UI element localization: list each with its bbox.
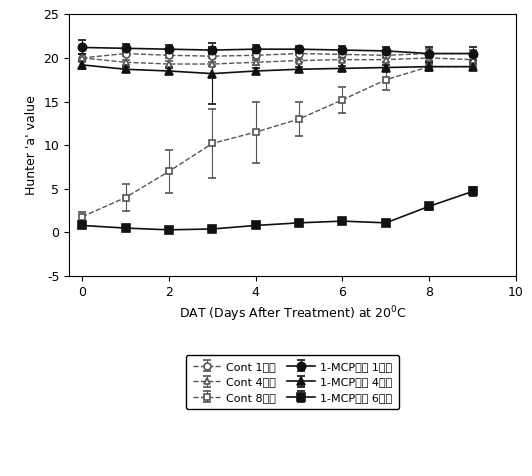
X-axis label: DAT (Days After Treatment) at 20$^0$C: DAT (Days After Treatment) at 20$^0$C (179, 304, 406, 324)
Legend: Cont 1번과, Cont 4번과, Cont 8번과, 1-MCP처리 1번과, 1-MCP처리 4번과, 1-MCP처리 6번과: Cont 1번과, Cont 4번과, Cont 8번과, 1-MCP처리 1번… (186, 355, 399, 409)
Y-axis label: Hunter 'a' value: Hunter 'a' value (25, 95, 38, 195)
